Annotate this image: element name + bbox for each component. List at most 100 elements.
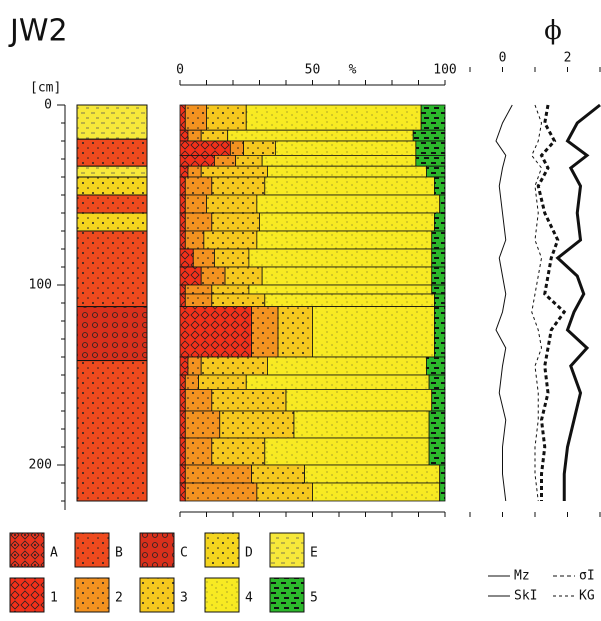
legend-label: σI: [579, 569, 595, 584]
grain-size-segment: [267, 356, 427, 376]
legend-swatch: [139, 532, 175, 568]
grain-size-segment: [415, 154, 446, 167]
legend-label: E: [310, 546, 318, 561]
grain-size-segment: [179, 104, 186, 131]
lithology-unit: [76, 138, 148, 167]
grain-size-segment: [433, 306, 446, 358]
grain-size-segment: [206, 104, 247, 131]
grain-size-segment: [312, 482, 441, 502]
grain-size-segment: [285, 388, 433, 412]
percent-tick-label: 100: [433, 63, 456, 78]
grain-size-segment: [251, 464, 305, 484]
grain-size-segment: [187, 129, 202, 142]
grain-size-segment: [179, 464, 186, 484]
depth-axis-label: [cm]: [30, 81, 61, 96]
grain-size-segment: [426, 165, 446, 178]
grain-size-segment: [426, 356, 446, 376]
legend-label: 1: [50, 591, 58, 606]
grain-size-segment: [179, 284, 186, 295]
percent-tick-label: 0: [176, 63, 184, 78]
grain-size-segment: [203, 230, 258, 250]
grain-size-segment: [415, 140, 446, 156]
legend-swatch: [139, 577, 175, 613]
grain-size-segment: [192, 248, 215, 268]
grain-size-segment: [184, 464, 252, 484]
grain-size-segment: [179, 154, 215, 167]
phi-curve: [495, 104, 513, 502]
lithology-unit: [76, 306, 148, 362]
grain-size-segment: [211, 176, 266, 196]
grain-size-segment: [439, 464, 446, 484]
legend-label: B: [115, 546, 123, 561]
grain-size-segment: [187, 165, 202, 178]
grain-size-segment: [214, 248, 250, 268]
grain-size-segment: [259, 212, 435, 232]
grain-size-segment: [211, 293, 266, 308]
grain-size-segment: [256, 194, 441, 214]
lithology-unit: [76, 104, 148, 140]
grain-size-segment: [433, 212, 446, 232]
grain-size-segment: [184, 482, 258, 502]
legend-swatch: [269, 577, 305, 613]
grain-size-segment: [245, 374, 430, 390]
legend-swatch: [9, 532, 45, 568]
legend-swatch: [74, 577, 110, 613]
grain-size-segment: [274, 140, 417, 156]
grain-size-segment: [431, 248, 446, 268]
legend-label: Mz: [514, 569, 530, 584]
grain-size-segment: [179, 306, 252, 358]
grain-size-segment: [200, 266, 226, 286]
grain-size-segment: [184, 388, 213, 412]
percent-tick-label: 50: [305, 63, 321, 78]
grain-size-segment: [179, 266, 202, 286]
grain-size-segment: [245, 104, 422, 131]
grain-size-segment: [439, 482, 446, 502]
grain-size-segment: [200, 165, 268, 178]
grain-size-segment: [420, 104, 446, 131]
grain-size-segment: [179, 230, 186, 250]
grain-size-segment: [235, 154, 263, 167]
grain-size-segment: [179, 248, 194, 268]
lithology-unit: [76, 194, 148, 214]
grain-size-segment: [248, 248, 433, 268]
lithology-unit: [76, 360, 148, 502]
grain-size-segment: [187, 356, 202, 376]
grain-size-segment: [431, 284, 446, 295]
legend-label: KG: [579, 589, 595, 604]
lithology-unit: [76, 212, 148, 232]
grain-size-segment: [293, 410, 430, 439]
grain-size-segment: [179, 194, 186, 214]
grain-size-segment: [206, 194, 258, 214]
grain-size-segment: [179, 482, 186, 502]
grain-size-segment: [179, 129, 189, 142]
grain-size-segment: [179, 410, 186, 439]
grain-size-segment: [264, 176, 435, 196]
phi-axis-label: ϕ: [544, 16, 562, 46]
grain-size-segment: [256, 482, 313, 502]
legend-label: 2: [115, 591, 123, 606]
grain-size-segment: [267, 165, 427, 178]
legend-swatch: [74, 532, 110, 568]
legend-swatch: [9, 577, 45, 613]
grain-size-segment: [312, 306, 435, 358]
grain-size-segment: [264, 293, 435, 308]
phi-tick-label: 0: [499, 51, 507, 66]
phi-curve: [536, 104, 567, 501]
grain-size-segment: [200, 356, 268, 376]
legend-label: A: [50, 546, 58, 561]
grain-size-segment: [179, 356, 189, 376]
grain-size-segment: [179, 165, 189, 178]
grain-size-segment: [179, 388, 186, 412]
legend-swatch: [204, 532, 240, 568]
legend-label: 5: [310, 591, 318, 606]
grain-size-segment: [433, 293, 446, 308]
grain-size-segment: [184, 437, 213, 466]
grain-size-segment: [184, 176, 213, 196]
grain-size-segment: [211, 212, 260, 232]
percent-unit: %: [349, 63, 357, 78]
grain-size-segment: [261, 266, 433, 286]
grain-size-segment: [431, 230, 446, 250]
grain-size-segment: [261, 154, 417, 167]
grain-size-segment: [179, 212, 186, 232]
